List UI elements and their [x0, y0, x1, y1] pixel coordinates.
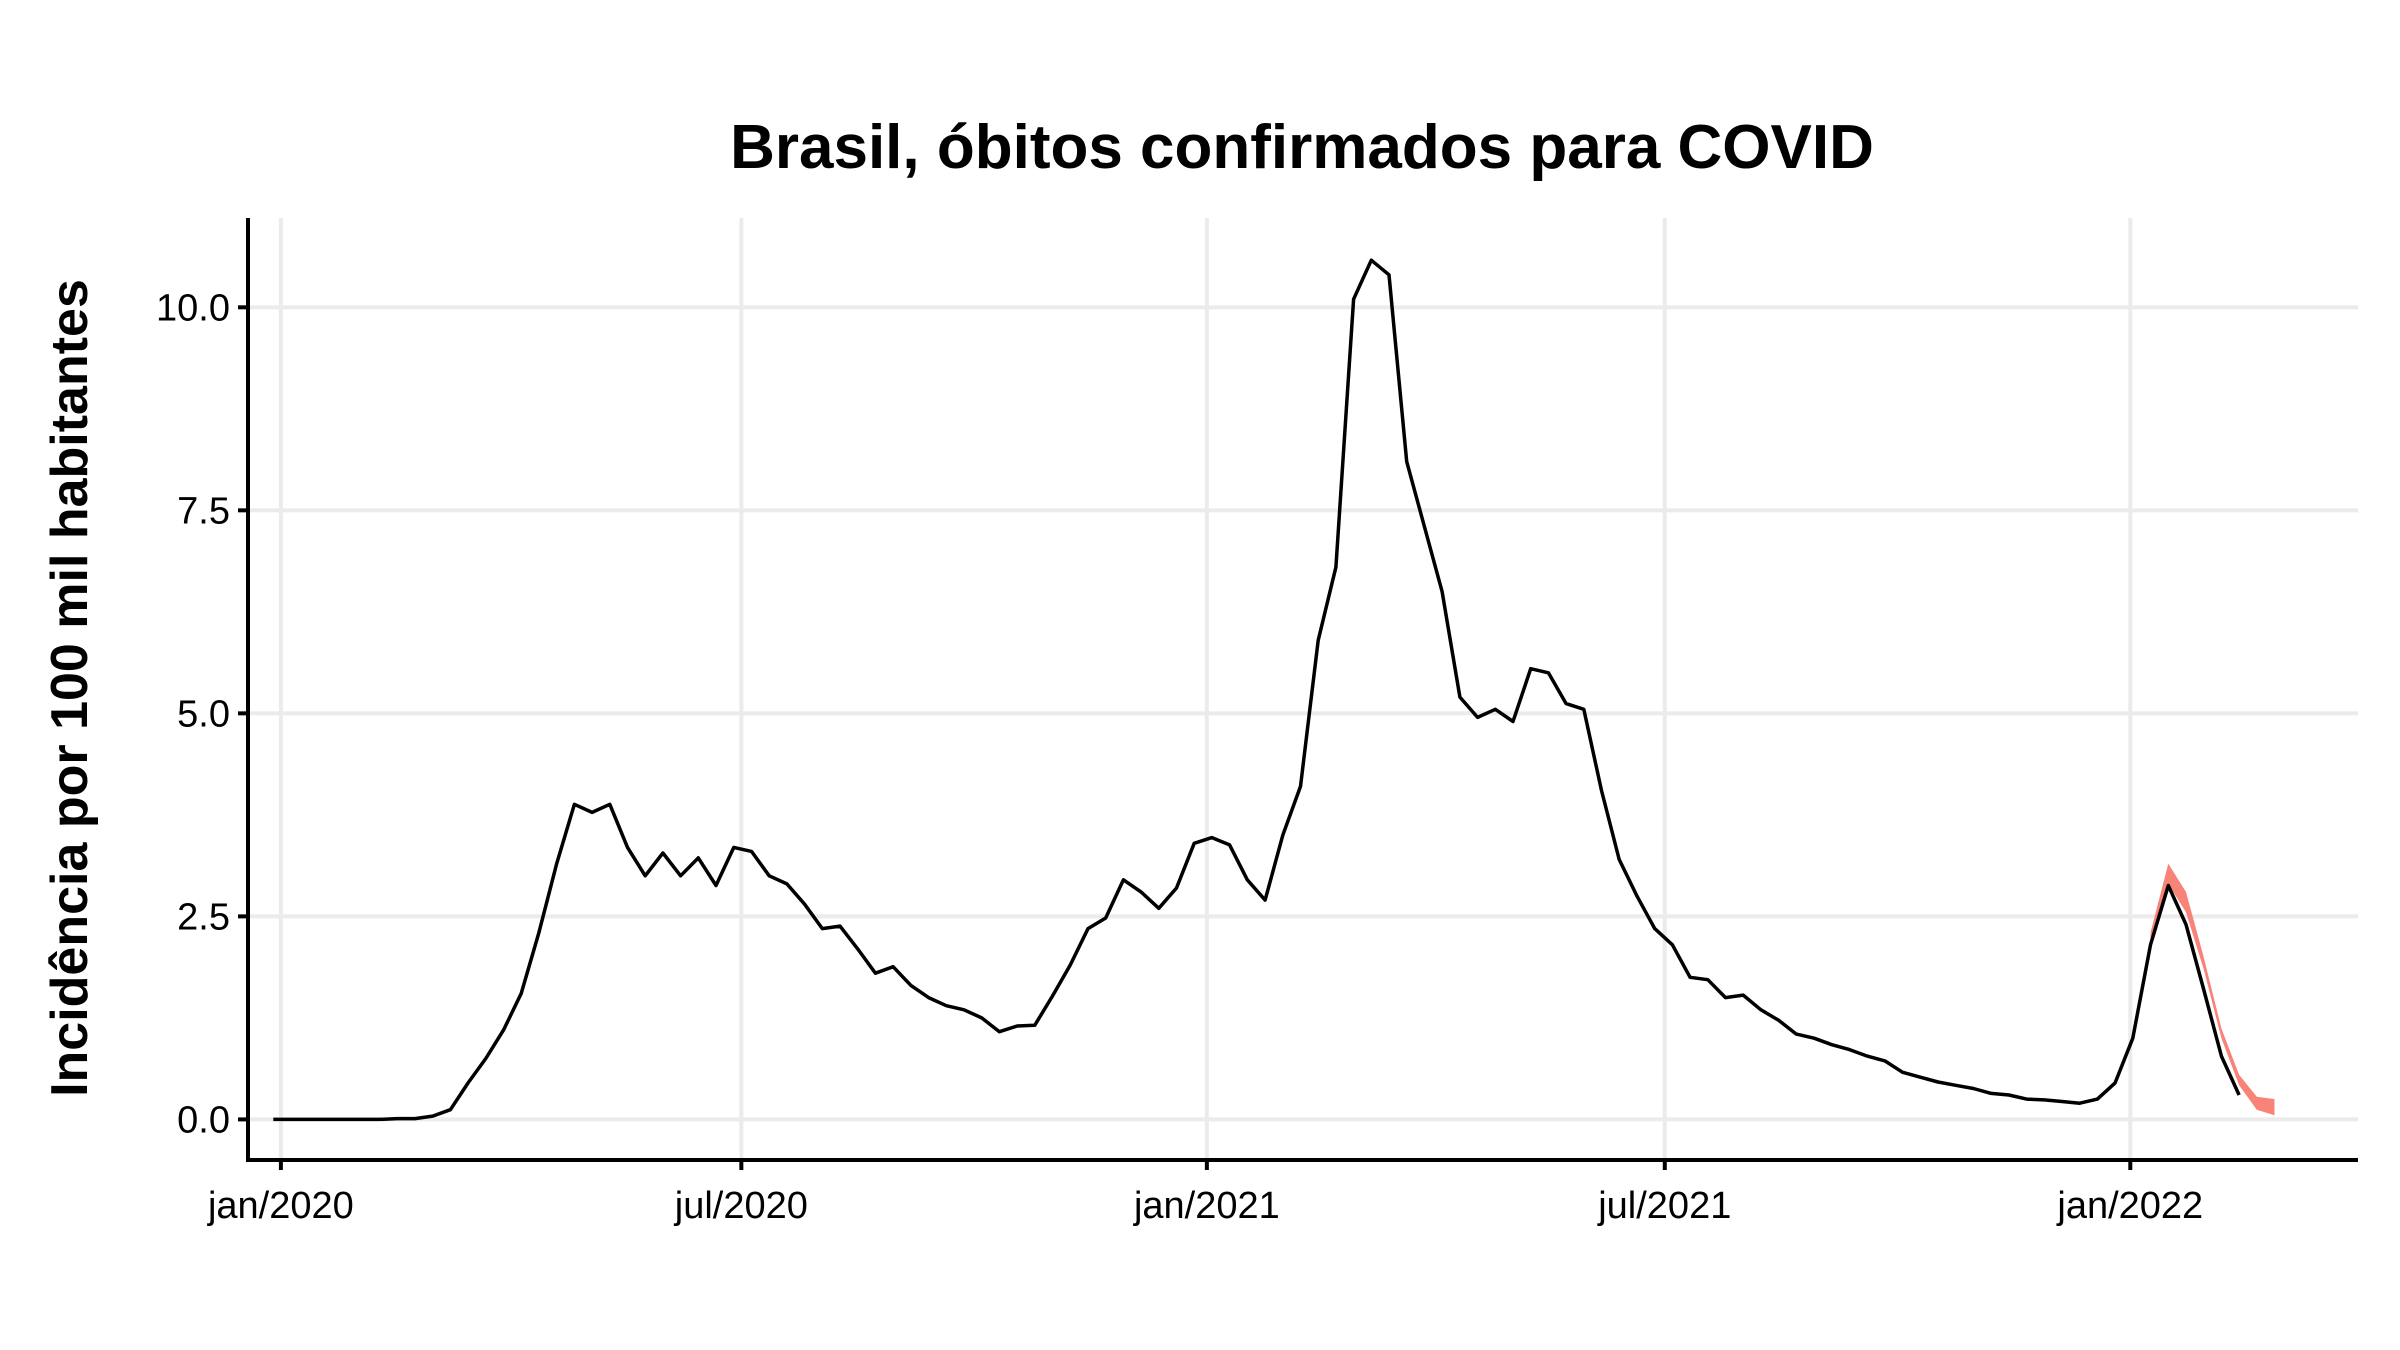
y-tick-label: 2.5 — [177, 896, 230, 938]
y-axis-label: Incidência por 100 mil habitantes — [41, 279, 99, 1097]
grid — [248, 218, 2358, 1160]
x-tick-label: jan/2020 — [207, 1185, 354, 1227]
x-tick-label: jan/2021 — [1133, 1185, 1280, 1227]
y-tick-label: 0.0 — [177, 1099, 230, 1141]
x-tick-label: jul/2021 — [1597, 1185, 1731, 1227]
tick-labels: 0.0 2.5 5.0 7.5 10.0 jan/2020 jul/2020 jan/2021… — [156, 287, 2203, 1227]
y-tick-label: 5.0 — [177, 693, 230, 735]
y-tick-label: 7.5 — [177, 490, 230, 532]
x-tick-label: jul/2020 — [674, 1185, 808, 1227]
series-layer — [273, 258, 2241, 1122]
series-line — [273, 258, 2241, 1122]
chart-title: Brasil, óbitos confirmados para COVID — [730, 113, 1874, 182]
x-tick-label: jan/2022 — [2056, 1185, 2203, 1227]
y-tick-label: 10.0 — [156, 287, 230, 329]
axes — [238, 218, 2358, 1170]
prediction-band-area — [2150, 863, 2275, 1116]
prediction-band — [2150, 863, 2275, 1116]
